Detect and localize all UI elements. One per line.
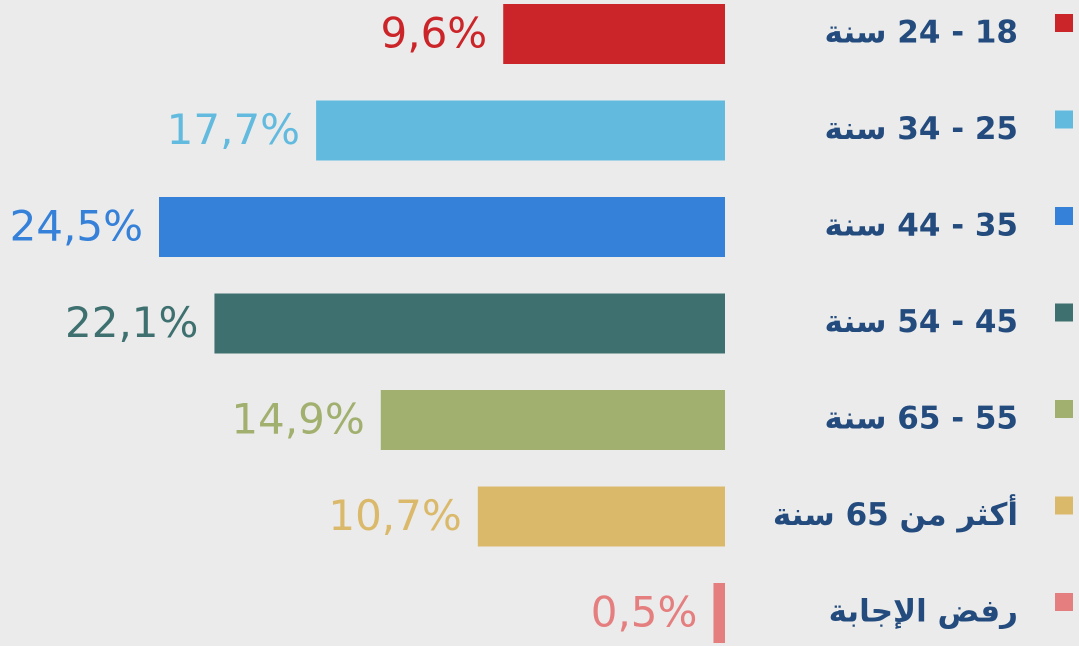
legend-swatch [1055,593,1073,611]
category-label: 18 - 24 سنة [825,15,1018,51]
bar [477,486,725,547]
bar [503,4,725,64]
bar [214,293,726,354]
bar [159,197,725,257]
category-label: 25 - 34 سنة [825,111,1018,147]
category-label: 35 - 44 سنة [825,208,1018,244]
value-label: 0,5% [591,588,698,637]
legend-swatch [1055,14,1073,32]
legend-swatch [1055,400,1073,418]
value-label: 24,5% [10,202,143,251]
legend-swatch [1055,496,1073,515]
value-label: 14,9% [231,395,364,444]
bar [316,100,725,161]
bar [380,390,725,450]
value-label: 22,1% [65,298,198,347]
legend-swatch [1055,110,1073,129]
category-label: أكثر من 65 سنة [773,494,1018,533]
value-label: 9,6% [381,9,488,58]
category-label: 55 - 65 سنة [825,401,1018,437]
bar [713,583,725,643]
category-label: 45 - 54 سنة [825,304,1018,340]
legend-swatch [1055,303,1073,322]
value-label: 10,7% [328,491,461,540]
legend-swatch [1055,207,1073,225]
category-label: رفض الإجابة [829,594,1018,630]
value-label: 17,7% [167,105,300,154]
